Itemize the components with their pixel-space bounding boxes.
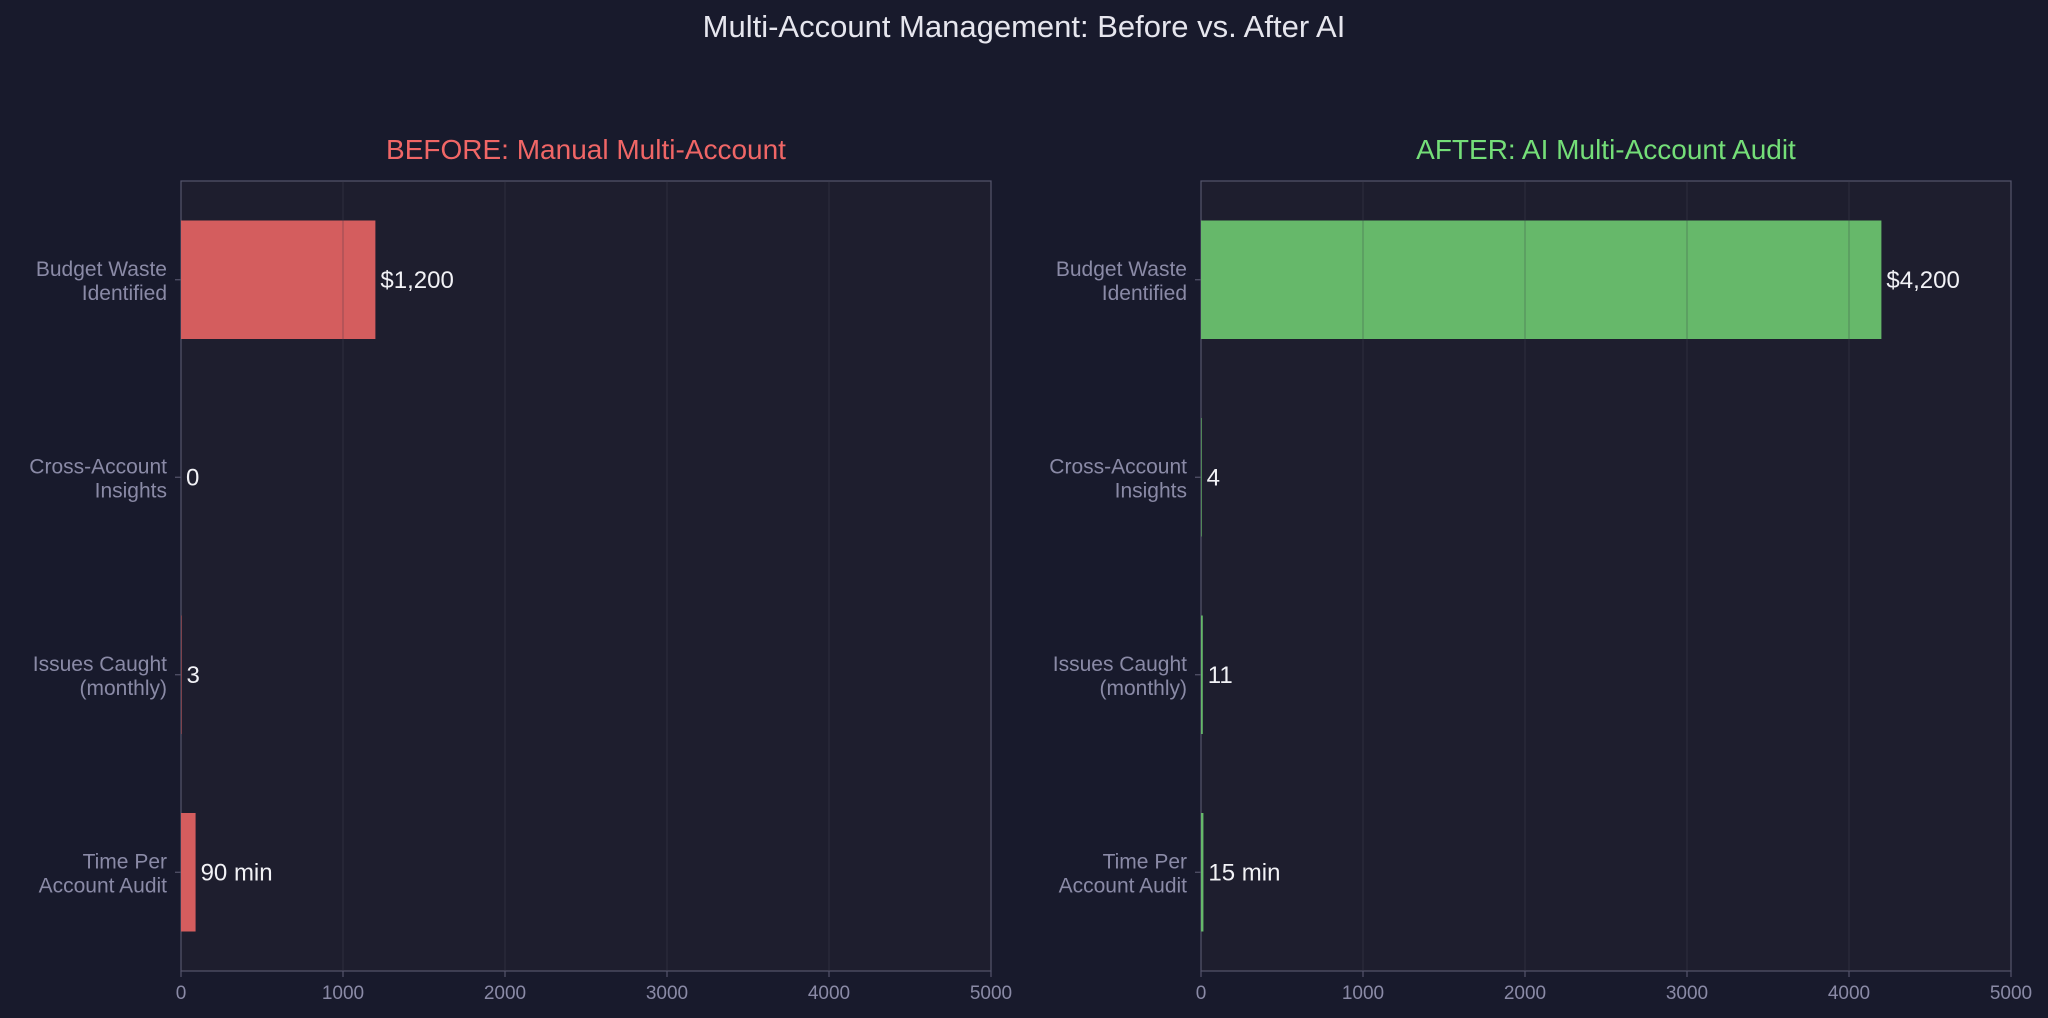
after-x-tick-label: 4000: [1828, 983, 1870, 1004]
after-x-tick-label: 2000: [1504, 983, 1546, 1004]
before-category-label-line: Account Audit: [39, 874, 168, 897]
after-bar: [1201, 220, 1882, 339]
after-category-label: Issues Caught (monthly): [1053, 653, 1187, 700]
after-category-label-line: Cross-Account: [1049, 455, 1187, 478]
before-category-label: Cross-Account Insights: [29, 455, 167, 502]
after-x-tick-label: 3000: [1666, 983, 1708, 1004]
after-value-label: 4: [1207, 464, 1220, 491]
before-category-label-line: Issues Caught: [33, 653, 167, 676]
before-category-label-line: Identified: [82, 282, 167, 305]
before-x-tick-label: 0: [176, 983, 187, 1004]
after-panel-title: AFTER: AI Multi-Account Audit: [1416, 134, 1796, 165]
after-x-tick-label: 5000: [1990, 983, 2032, 1004]
after-category-label: Budget Waste Identified: [1056, 258, 1187, 305]
after-value-label: 11: [1208, 662, 1233, 689]
before-value-label: $1,200: [380, 267, 453, 294]
before-value-label: 90 min: [201, 859, 273, 886]
after-bar: [1201, 813, 1204, 932]
before-category-label: Time Per Account Audit: [39, 850, 168, 897]
after-category-label-line: (monthly): [1099, 677, 1187, 700]
after-category-label-line: Account Audit: [1059, 874, 1188, 897]
before-x-tick-label: 3000: [646, 983, 688, 1004]
after-bar: [1201, 615, 1203, 734]
before-panel-title: BEFORE: Manual Multi-Account: [386, 134, 786, 165]
after-value-label: $4,200: [1886, 267, 1959, 294]
before-value-label: 3: [186, 662, 199, 689]
before-x-tick-label: 5000: [970, 983, 1012, 1004]
before-bar: [181, 813, 196, 932]
after-panel: AFTER: AI Multi-Account Audit 0 1000 2000 30…: [1049, 134, 2032, 1004]
before-category-label: Issues Caught (monthly): [33, 653, 167, 700]
before-panel: BEFORE: Manual Multi-Account 0 1000 2000 300…: [29, 134, 1012, 1004]
after-category-label-line: Issues Caught: [1053, 653, 1187, 676]
before-category-label: Budget Waste Identified: [36, 258, 167, 305]
after-category-label-line: Time Per: [1103, 850, 1187, 873]
after-category-label: Cross-Account Insights: [1049, 455, 1187, 502]
before-bar: [181, 220, 376, 339]
after-x-tick-label: 0: [1196, 983, 1207, 1004]
before-value-label: 0: [186, 464, 199, 491]
before-category-label-line: Insights: [95, 479, 167, 502]
before-x-tick-label: 4000: [808, 983, 850, 1004]
figure-title: Multi-Account Management: Before vs. Aft…: [703, 9, 1346, 44]
before-x-tick-label: 2000: [484, 983, 526, 1004]
before-x-tick-label: 1000: [322, 983, 364, 1004]
before-category-label-line: Budget Waste: [36, 258, 167, 281]
before-category-label-line: (monthly): [79, 677, 167, 700]
before-category-label-line: Time Per: [83, 850, 167, 873]
after-value-label: 15 min: [1208, 859, 1280, 886]
before-category-label-line: Cross-Account: [29, 455, 167, 478]
after-category-label: Time Per Account Audit: [1059, 850, 1188, 897]
after-category-label-line: Insights: [1115, 479, 1187, 502]
after-category-label-line: Identified: [1102, 282, 1187, 305]
after-bar: [1201, 418, 1202, 537]
after-category-label-line: Budget Waste: [1056, 258, 1187, 281]
after-x-tick-label: 1000: [1342, 983, 1384, 1004]
